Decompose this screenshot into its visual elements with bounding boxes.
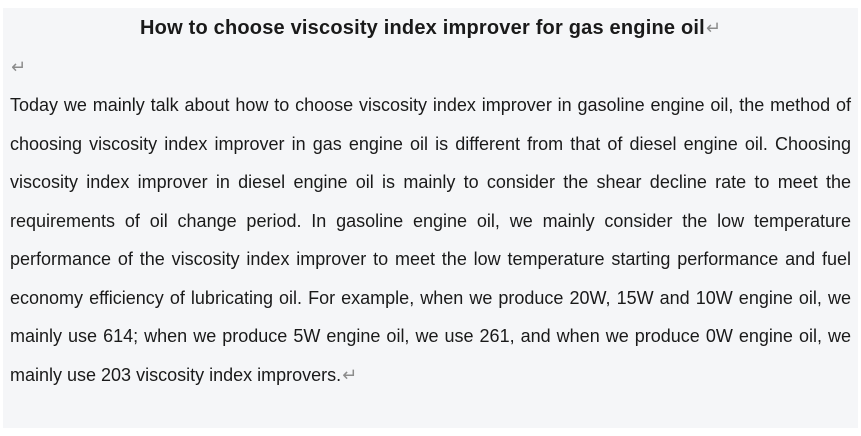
document-title-line: How to choose viscosity index improver f… xyxy=(10,8,851,48)
page-title: How to choose viscosity index improver f… xyxy=(140,17,705,39)
return-mark-icon: ↵ xyxy=(11,57,27,77)
body-paragraph-text: Today we mainly talk about how to choose… xyxy=(10,95,851,385)
body-paragraph: Today we mainly talk about how to choose… xyxy=(10,86,851,394)
empty-paragraph-line: ↵ xyxy=(10,48,851,86)
return-mark-icon: ↵ xyxy=(705,18,721,38)
document-content-area: How to choose viscosity index improver f… xyxy=(3,8,858,428)
return-mark-icon: ↵ xyxy=(342,364,358,385)
